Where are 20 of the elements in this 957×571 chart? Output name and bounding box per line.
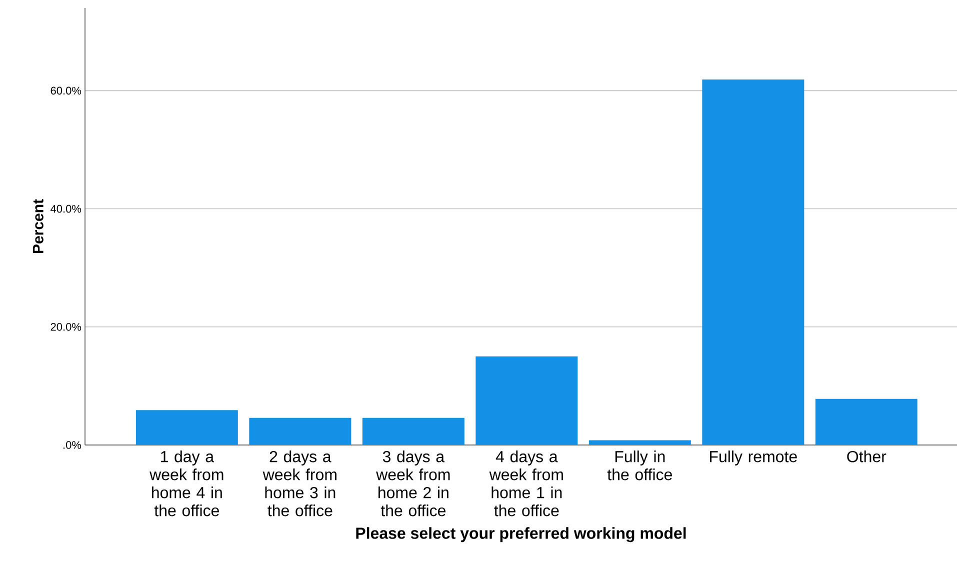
x-tick-label: Fully in the office — [607, 450, 672, 480]
x-axis-title: Please select your preferred working model — [356, 527, 686, 542]
bar — [362, 418, 464, 445]
y-axis-title: Percent — [32, 199, 44, 254]
y-tick-label: 40.0% — [50, 204, 82, 213]
x-tick-label: Fully remote — [710, 450, 797, 466]
y-tick-label: .0% — [64, 441, 82, 449]
bar — [815, 398, 918, 445]
x-tick-label: 2 days a week from home 3 in the office — [262, 450, 336, 516]
bar — [136, 410, 238, 445]
bar — [476, 356, 578, 445]
bar — [588, 440, 691, 445]
y-tick-label: 60.0% — [50, 86, 82, 95]
x-tick-label: 1 day a week from home 4 in the office — [150, 450, 224, 516]
bar — [249, 418, 352, 445]
bar — [702, 79, 804, 445]
x-tick-label: Other — [847, 450, 886, 462]
y-tick-label: 20.0% — [50, 323, 82, 331]
x-tick-label: 3 days a week from home 2 in the office — [376, 450, 450, 516]
x-tick-label: 4 days a week from home 1 in the office — [489, 450, 563, 516]
